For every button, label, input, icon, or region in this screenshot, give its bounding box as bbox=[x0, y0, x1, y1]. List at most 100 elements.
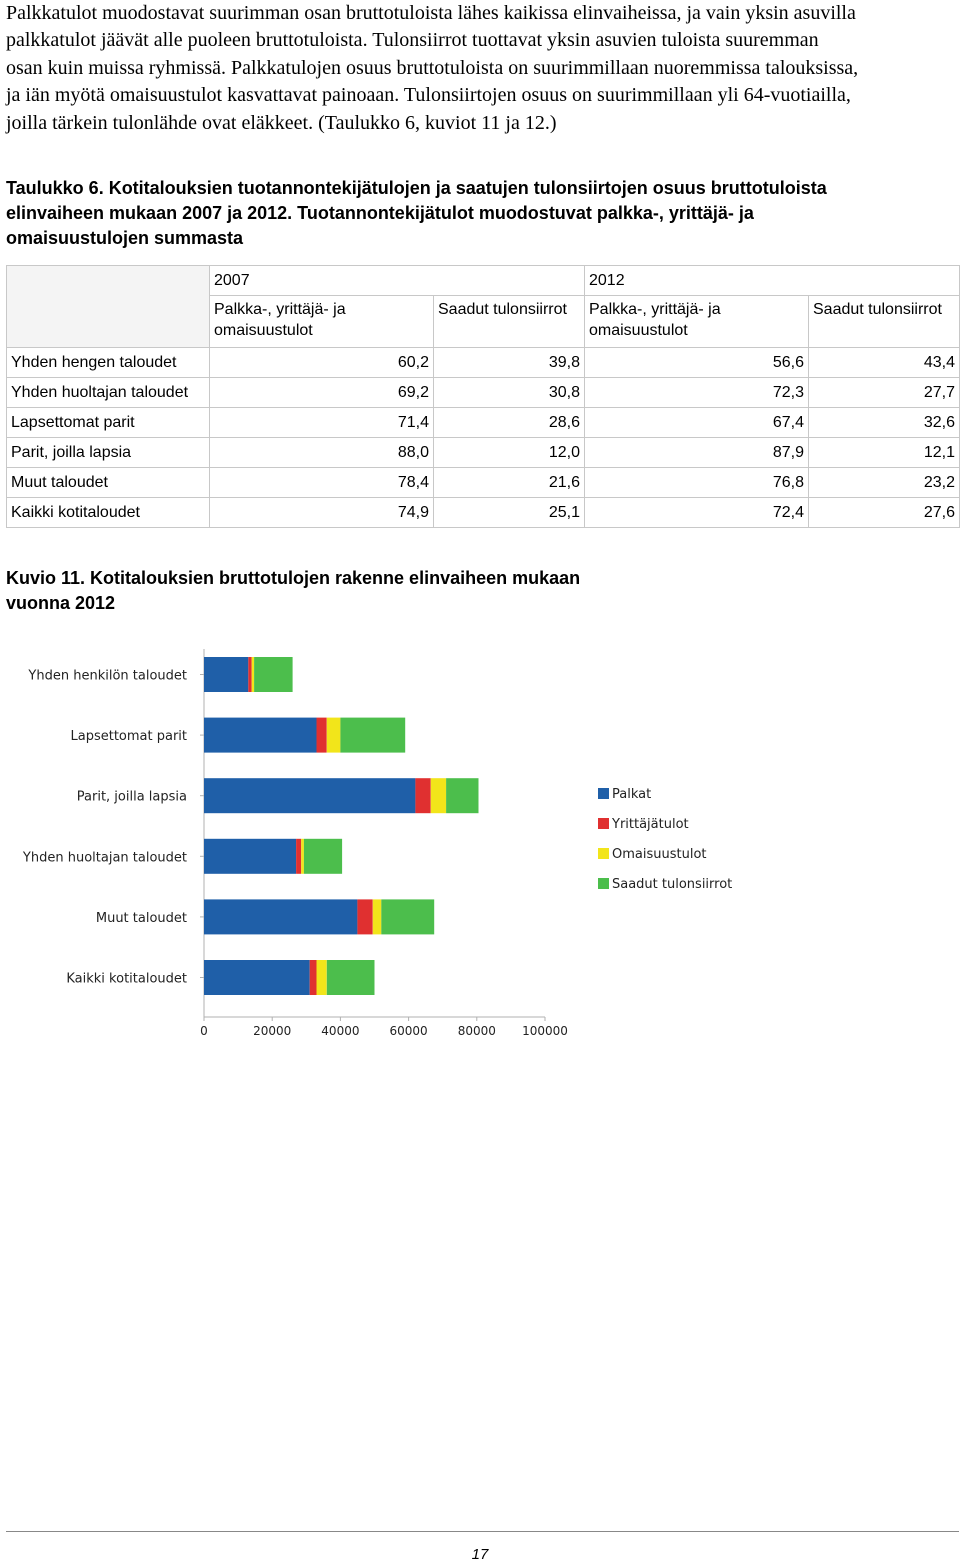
income-share-table: 2007 2012 Palkka-, yrittäjä- ja omaisuus… bbox=[6, 265, 960, 528]
table-header-years: 2007 2012 bbox=[6, 265, 960, 348]
legend-swatch bbox=[598, 878, 609, 889]
bar-segment bbox=[446, 778, 479, 814]
table-row: Yhden huoltajan taloudet 69,2 30,8 72,3 … bbox=[6, 377, 960, 408]
header-transfers-2007: Saadut tulonsiirrot bbox=[433, 295, 585, 348]
figure-caption: Kuvio 11. Kotitalouksien bruttotulojen r… bbox=[6, 566, 706, 616]
cell-factor-income-2007: 78,4 bbox=[209, 467, 434, 498]
cell-factor-income-2012: 72,4 bbox=[584, 497, 809, 528]
row-label: Lapsettomat parit bbox=[6, 407, 210, 438]
bar-segment bbox=[204, 899, 358, 935]
intro-line: Palkkatulot muodostavat suurimman osan b… bbox=[6, 2, 856, 24]
bar-segment bbox=[296, 838, 302, 874]
row-label: Yhden huoltajan taloudet bbox=[6, 377, 210, 408]
legend-swatch bbox=[598, 788, 609, 799]
footer-divider bbox=[6, 1531, 959, 1532]
cell-transfers-2012: 43,4 bbox=[808, 347, 960, 378]
cell-factor-income-2012: 87,9 bbox=[584, 437, 809, 468]
legend-swatch bbox=[598, 848, 609, 859]
cell-transfers-2012: 27,6 bbox=[808, 497, 960, 528]
income-structure-chart: Yhden henkilön taloudet Lapsettomat parit… bbox=[22, 649, 732, 1038]
bar-segment bbox=[309, 960, 317, 995]
cell-factor-income-2007: 71,4 bbox=[209, 407, 434, 438]
figure-caption-line: vuonna 2012 bbox=[6, 593, 116, 613]
cell-transfers-2012: 23,2 bbox=[808, 467, 960, 498]
cell-factor-income-2012: 76,8 bbox=[584, 467, 809, 498]
category-label: Lapsettomat parit bbox=[70, 729, 187, 744]
table-corner-cell bbox=[6, 265, 210, 348]
cell-transfers-2007: 21,6 bbox=[433, 467, 585, 498]
header-transfers-2012: Saadut tulonsiirrot bbox=[808, 295, 960, 348]
bar-segment bbox=[251, 657, 255, 692]
bar-segment bbox=[204, 838, 297, 874]
bar-segment bbox=[430, 778, 447, 814]
bar-segment bbox=[204, 778, 416, 814]
bar-segment bbox=[415, 778, 431, 814]
x-tick-label: 100000 bbox=[522, 1024, 568, 1038]
legend-label: Omaisuustulot bbox=[612, 847, 707, 862]
cell-transfers-2007: 12,0 bbox=[433, 437, 585, 468]
bar-segment bbox=[204, 657, 249, 692]
intro-line: ja iän myötä omaisuustulot kasvattavat p… bbox=[6, 84, 851, 107]
bar-segment bbox=[326, 717, 341, 753]
table-row: Lapsettomat parit 71,4 28,6 67,4 32,6 bbox=[6, 407, 960, 438]
table-row: Parit, joilla lapsia 88,0 12,0 87,9 12,1 bbox=[6, 437, 960, 468]
bar-segment bbox=[357, 899, 373, 935]
x-tick-label: 80000 bbox=[458, 1024, 496, 1038]
cell-factor-income-2007: 69,2 bbox=[209, 377, 434, 408]
x-tick-label: 60000 bbox=[390, 1024, 428, 1038]
table-row: Yhden hengen taloudet 60,2 39,8 56,6 43,… bbox=[6, 347, 960, 378]
row-label: Muut taloudet bbox=[6, 467, 210, 498]
intro-line: palkkatulot jäävät alle puoleen bruttotu… bbox=[6, 29, 819, 52]
cell-factor-income-2012: 56,6 bbox=[584, 347, 809, 378]
bar-segment bbox=[254, 657, 293, 692]
table-caption-line: omaisuustulojen summasta bbox=[6, 228, 244, 248]
table-caption-line: Taulukko 6. Kotitalouksien tuotannonteki… bbox=[6, 178, 827, 198]
x-tick-label: 0 bbox=[200, 1024, 208, 1038]
bar-segment bbox=[248, 657, 252, 692]
cell-transfers-2012: 27,7 bbox=[808, 377, 960, 408]
row-label: Kaikki kotitaloudet bbox=[6, 497, 210, 528]
cell-transfers-2007: 39,8 bbox=[433, 347, 585, 378]
table-caption-line: elinvaiheen mukaan 2007 ja 2012. Tuotann… bbox=[6, 203, 754, 223]
table-row: Muut taloudet 78,4 21,6 76,8 23,2 bbox=[6, 467, 960, 498]
row-label: Yhden hengen taloudet bbox=[6, 347, 210, 378]
bar-segment bbox=[316, 960, 327, 995]
cell-factor-income-2007: 74,9 bbox=[209, 497, 434, 528]
table-header-columns: Palkka-, yrittäjä- ja omaisuustulot Saad… bbox=[7, 295, 960, 348]
header-year-2012: 2012 bbox=[584, 265, 960, 296]
cell-factor-income-2007: 60,2 bbox=[209, 347, 434, 378]
intro-line: joilla tärkein tulonlähde ovat eläkkeet.… bbox=[6, 111, 557, 134]
x-tick-label: 20000 bbox=[253, 1024, 291, 1038]
table-caption: Taulukko 6. Kotitalouksien tuotannonteki… bbox=[6, 176, 958, 251]
bar-segment bbox=[316, 717, 327, 753]
table-row: Kaikki kotitaloudet 74,9 25,1 72,4 27,6 bbox=[6, 497, 960, 528]
legend-label: Saadut tulonsiirrot bbox=[612, 877, 732, 892]
cell-factor-income-2012: 72,3 bbox=[584, 377, 809, 408]
row-label: Parit, joilla lapsia bbox=[6, 437, 210, 468]
figure-caption-line: Kuvio 11. Kotitalouksien bruttotulojen r… bbox=[6, 568, 581, 588]
bar-segment bbox=[301, 838, 304, 874]
bar-segment bbox=[303, 838, 343, 874]
cell-factor-income-2007: 88,0 bbox=[209, 437, 434, 468]
intro-paragraph: Palkkatulot muodostavat suurimman osan b… bbox=[6, 0, 958, 137]
bar-segment bbox=[340, 717, 406, 753]
bar-segment bbox=[381, 899, 435, 935]
category-label: Parit, joilla lapsia bbox=[77, 790, 187, 805]
cell-transfers-2012: 32,6 bbox=[808, 407, 960, 438]
header-factor-income-2012: Palkka-, yrittäjä- ja omaisuustulot bbox=[584, 295, 809, 348]
header-factor-income-2007: Palkka-, yrittäjä- ja omaisuustulot bbox=[209, 295, 434, 348]
category-label: Muut taloudet bbox=[96, 911, 187, 926]
cell-transfers-2007: 30,8 bbox=[433, 377, 585, 408]
cell-transfers-2007: 25,1 bbox=[433, 497, 585, 528]
cell-transfers-2012: 12,1 bbox=[808, 437, 960, 468]
bar-segment bbox=[326, 960, 375, 995]
bar-segment bbox=[204, 717, 317, 753]
header-year-2007: 2007 bbox=[209, 265, 585, 296]
bar-segment bbox=[372, 899, 382, 935]
intro-line: osan kuin muissa ryhmissä. Palkkatulojen… bbox=[6, 56, 859, 79]
legend-swatch bbox=[598, 818, 609, 829]
category-label: Yhden huoltajan taloudet bbox=[22, 850, 187, 865]
category-label: Kaikki kotitaloudet bbox=[66, 972, 187, 987]
legend-label: Palkat bbox=[612, 787, 651, 802]
category-label: Yhden henkilön taloudet bbox=[27, 669, 187, 684]
